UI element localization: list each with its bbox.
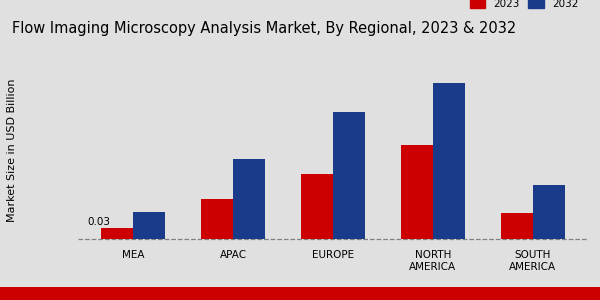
Bar bbox=[133, 212, 165, 239]
Bar bbox=[233, 159, 265, 239]
Bar bbox=[301, 174, 333, 239]
Bar bbox=[101, 228, 133, 239]
Legend: 2023, 2032: 2023, 2032 bbox=[466, 0, 583, 13]
Text: Market Size in USD Billion: Market Size in USD Billion bbox=[7, 78, 17, 222]
Text: Flow Imaging Microscopy Analysis Market, By Regional, 2023 & 2032: Flow Imaging Microscopy Analysis Market,… bbox=[12, 21, 516, 36]
Bar bbox=[433, 83, 465, 239]
Bar bbox=[533, 184, 565, 239]
Bar bbox=[501, 214, 533, 239]
Bar bbox=[401, 145, 433, 239]
Bar bbox=[201, 199, 233, 239]
Text: 0.03: 0.03 bbox=[88, 217, 110, 227]
Bar bbox=[333, 112, 365, 239]
